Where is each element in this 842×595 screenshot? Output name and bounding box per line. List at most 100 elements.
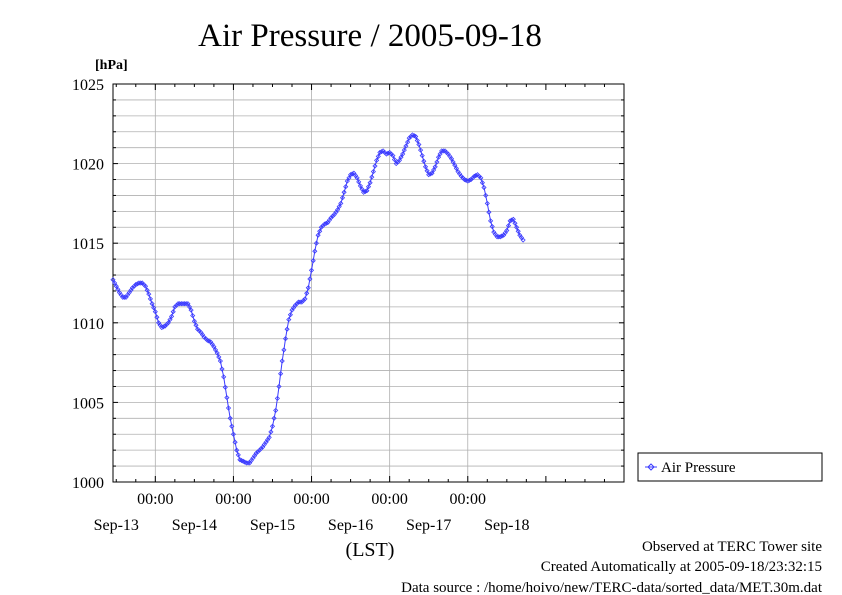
- data-point: [313, 240, 319, 246]
- data-point: [317, 228, 323, 234]
- data-point: [405, 139, 411, 145]
- data-point: [110, 277, 116, 283]
- data-point: [225, 405, 232, 411]
- data-point: [437, 151, 443, 157]
- data-point: [167, 317, 173, 323]
- data-point: [439, 148, 445, 154]
- data-point: [224, 395, 230, 401]
- data-point: [481, 184, 487, 191]
- data-point: [421, 158, 427, 164]
- data-point: [286, 317, 292, 323]
- x-date-label: Sep-15: [250, 517, 295, 534]
- y-tick-label: 1010: [72, 316, 104, 333]
- data-point: [504, 227, 510, 234]
- data-point: [450, 159, 456, 165]
- data-point: [328, 215, 334, 221]
- data-point: [393, 161, 399, 167]
- data-point: [357, 183, 363, 189]
- data-point: [115, 286, 121, 292]
- data-point: [478, 175, 484, 181]
- chart-title: Air Pressure / 2005-09-18: [198, 18, 542, 54]
- x-date-label: Sep-17: [406, 517, 451, 534]
- data-point: [401, 147, 407, 153]
- data-point: [383, 151, 389, 157]
- data-point: [282, 336, 289, 342]
- data-point: [214, 350, 220, 356]
- data-point: [183, 301, 189, 307]
- data-point: [434, 159, 440, 165]
- data-point: [486, 209, 492, 215]
- data-point: [400, 151, 406, 157]
- data-point: [315, 232, 321, 238]
- data-point: [361, 189, 367, 195]
- data-point: [287, 312, 293, 318]
- data-point: [133, 282, 139, 288]
- data-point: [273, 407, 279, 413]
- x-time-label: 00:00: [293, 491, 329, 508]
- data-point: [419, 153, 425, 159]
- data-point: [312, 248, 318, 254]
- data-point: [497, 234, 503, 240]
- data-point: [479, 180, 485, 186]
- data-point: [302, 296, 308, 302]
- data-point: [234, 447, 240, 453]
- data-point: [188, 307, 194, 313]
- data-point: [284, 326, 290, 332]
- data-point: [349, 171, 355, 177]
- data-point: [406, 135, 412, 141]
- data-point: [245, 460, 251, 466]
- data-point: [440, 148, 446, 154]
- data-point: [304, 290, 310, 296]
- data-point: [514, 224, 520, 230]
- axis-ticks: [113, 84, 625, 482]
- data-point: [253, 450, 259, 456]
- data-point: [418, 147, 424, 153]
- data-point: [308, 267, 315, 273]
- data-point: [266, 434, 272, 440]
- data-point: [173, 302, 180, 308]
- data-point: [422, 164, 429, 170]
- data-point: [354, 175, 360, 181]
- data-point: [453, 165, 459, 171]
- data-point: [274, 395, 280, 401]
- data-point: [396, 157, 402, 163]
- data-point: [279, 358, 285, 364]
- data-point: [160, 324, 166, 330]
- data-point: [510, 216, 516, 222]
- data-point: [374, 157, 380, 163]
- data-point: [292, 302, 298, 308]
- data-point: [339, 195, 346, 201]
- data-point: [424, 168, 430, 174]
- y-axis-unit-label: [hPa]: [95, 58, 128, 73]
- data-point: [505, 223, 512, 229]
- data-point: [471, 173, 477, 179]
- x-time-label: 00:00: [215, 491, 251, 508]
- data-point: [138, 280, 144, 286]
- data-point: [281, 347, 287, 353]
- data-point: [169, 313, 175, 319]
- data-point: [470, 175, 476, 181]
- data-point: [429, 170, 435, 176]
- data-point: [177, 301, 183, 307]
- data-point: [452, 162, 458, 168]
- data-point: [416, 141, 422, 148]
- data-point: [320, 223, 326, 229]
- data-point: [431, 167, 437, 173]
- data-point: [359, 186, 365, 192]
- data-point: [427, 171, 433, 177]
- data-point: [229, 423, 235, 429]
- data-point: [144, 287, 150, 293]
- data-point: [305, 285, 311, 291]
- grid-lines: [113, 84, 624, 482]
- data-point: [318, 224, 324, 230]
- data-point: [346, 175, 352, 181]
- data-point: [369, 174, 375, 180]
- y-tick-label: 1020: [72, 157, 104, 174]
- x-time-label: 00:00: [137, 491, 173, 508]
- data-point: [297, 299, 303, 305]
- data-point: [121, 294, 127, 300]
- data-point: [154, 314, 160, 320]
- plot-frame: [112, 83, 625, 483]
- x-time-label: 00:00: [450, 491, 486, 508]
- created-note: Created Automatically at 2005-09-18/23:3…: [541, 559, 822, 575]
